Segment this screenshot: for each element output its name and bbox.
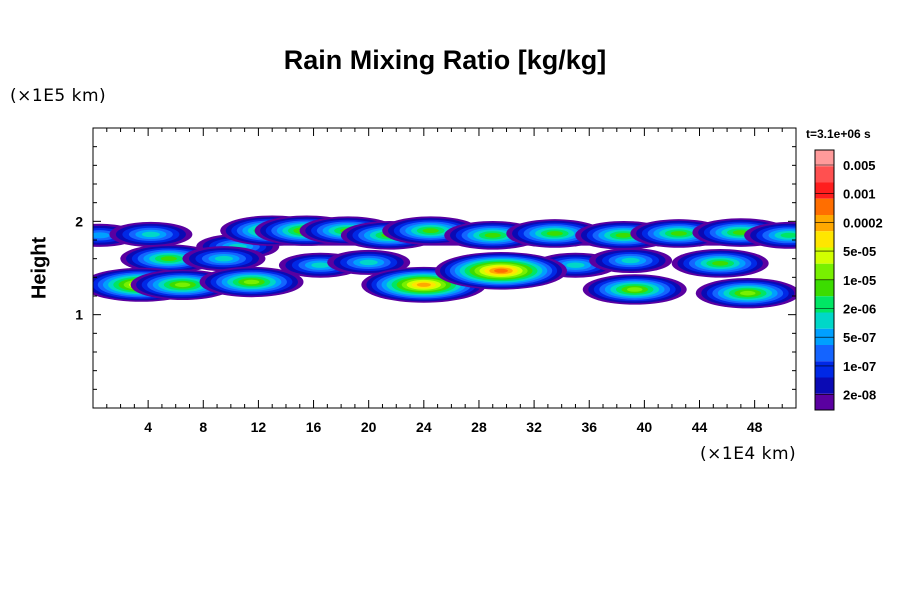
colorbar-swatch <box>815 263 834 280</box>
rain-cell <box>744 221 796 249</box>
x-tick-label: 40 <box>637 419 653 435</box>
rain-cell <box>130 269 235 300</box>
x-tick-label: 28 <box>471 419 487 435</box>
y-tick-label: 1 <box>75 307 83 323</box>
rain-cells <box>93 215 796 309</box>
rain-cell-level-8 <box>243 279 260 285</box>
time-label: t=3.1e+06 s <box>806 127 871 141</box>
colorbar-swatch <box>815 393 834 410</box>
rain-cell <box>199 266 304 298</box>
rain-cell-level-7 <box>484 232 501 238</box>
colorbar-swatch <box>815 328 834 345</box>
colorbar-swatch <box>815 198 834 215</box>
colorbar-label: 5e-07 <box>843 330 876 345</box>
colorbar-label: 2e-08 <box>843 388 876 403</box>
rain-cell-level-5 <box>141 231 160 238</box>
rain-cell <box>671 249 769 278</box>
rain-cell-level-4 <box>93 232 110 239</box>
colorbar-swatch <box>815 182 834 199</box>
rain-cell-level-11 <box>416 282 431 287</box>
rain-cell-level-5 <box>566 262 585 268</box>
colorbar-label: 1e-07 <box>843 359 876 374</box>
colorbar-swatch <box>815 377 834 394</box>
x-tick-label: 16 <box>306 419 322 435</box>
colorbar-swatch <box>815 345 834 362</box>
contour-field <box>93 215 796 309</box>
colorbar-swatch <box>815 231 834 248</box>
rain-cell-level-7 <box>670 231 687 236</box>
x-axis-exponent-label: (×1E4 km) <box>700 444 797 464</box>
colorbar-swatch <box>815 361 834 378</box>
chart-title: Rain Mixing Ratio [kg/kg] <box>283 45 607 75</box>
colorbar-swatch <box>815 296 834 313</box>
colorbar-label: 5e-05 <box>843 244 876 259</box>
rain-cell-level-7 <box>712 260 729 266</box>
x-tick-label: 32 <box>526 419 542 435</box>
rain-cell-level-8 <box>174 282 191 288</box>
x-tick-label: 8 <box>199 419 207 435</box>
rain-cell <box>695 278 796 309</box>
rain-cell <box>506 219 604 248</box>
x-tick-label: 24 <box>416 419 432 435</box>
rain-cell-level-6 <box>780 232 796 238</box>
rain-cell <box>582 274 687 305</box>
x-tick-label: 44 <box>692 419 708 435</box>
rain-cell-level-5 <box>621 257 640 264</box>
colorbar-label: 0.0002 <box>843 215 883 230</box>
colorbar-label: 1e-05 <box>843 273 876 288</box>
x-tick-label: 48 <box>747 419 763 435</box>
colorbar-swatch <box>815 166 834 183</box>
colorbar-swatch <box>815 312 834 329</box>
colorbar-swatch <box>815 280 834 297</box>
x-tick-label: 12 <box>251 419 267 435</box>
x-tick-label: 20 <box>361 419 377 435</box>
colorbar-swatch <box>815 247 834 264</box>
rain-cell-level-7 <box>615 232 632 238</box>
rain-cell-level-7 <box>422 228 439 234</box>
colorbar-swatch <box>815 215 834 232</box>
rain-cell <box>182 246 266 272</box>
rain-cell-level-5 <box>311 262 330 268</box>
rain-cell-level-5 <box>359 259 378 266</box>
rain-cell <box>109 221 193 247</box>
rain-cell <box>589 248 673 274</box>
rain-cell-level-5 <box>214 255 234 262</box>
rain-cell-level-12 <box>494 268 508 273</box>
rain-cell-level-8 <box>626 287 643 292</box>
rain-cell <box>435 251 568 290</box>
rain-cell-level-8 <box>740 290 756 296</box>
x-tick-label: 4 <box>144 419 152 435</box>
rain-cell-level-7 <box>546 231 563 236</box>
colorbar-swatch <box>815 150 834 167</box>
colorbar-label: 0.001 <box>843 187 876 202</box>
rain-cell-level-7 <box>160 256 177 262</box>
colorbar-label: 2e-06 <box>843 302 876 317</box>
plot-frame <box>92 127 797 409</box>
colorbar: 0.005 0.001 0.0002 5e-05 1e-05 2e-06 5e-07 1e-0… <box>814 149 883 411</box>
x-tick-label: 36 <box>581 419 597 435</box>
rain-cell <box>327 249 411 275</box>
y-axis-exponent-label: (×1E5 km) <box>10 86 107 106</box>
colorbar-label: 0.005 <box>843 158 876 173</box>
y-tick-label: 2 <box>75 213 83 229</box>
